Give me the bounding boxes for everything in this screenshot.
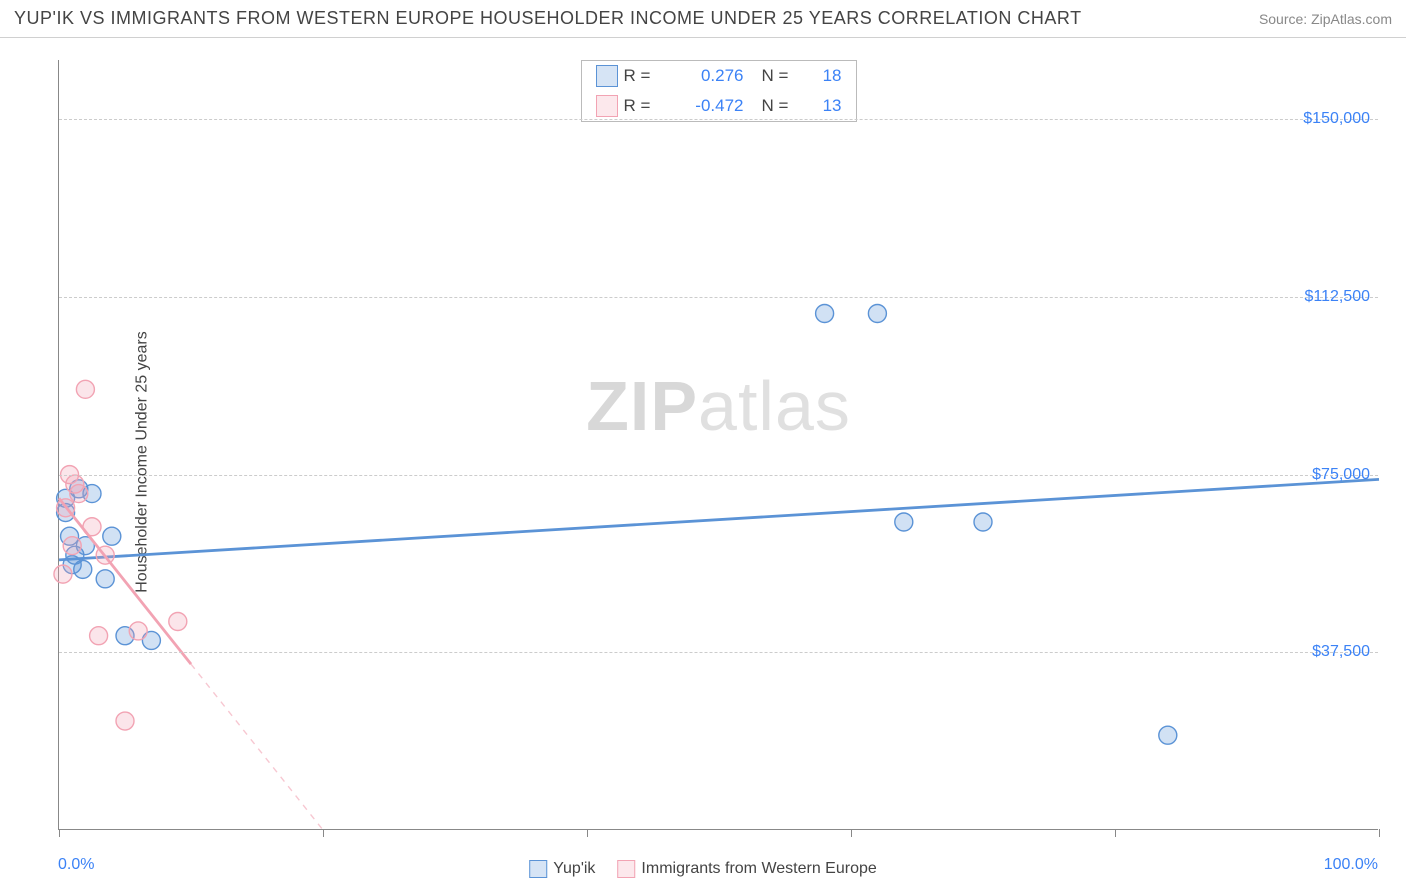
x-tick bbox=[587, 829, 588, 837]
legend-item: Immigrants from Western Europe bbox=[617, 860, 876, 878]
regression-line bbox=[59, 479, 1379, 560]
scatter-point bbox=[74, 560, 92, 578]
series-legend: Yup'ik Immigrants from Western Europe bbox=[529, 860, 877, 878]
scatter-point bbox=[63, 537, 81, 555]
legend-swatch bbox=[596, 65, 618, 87]
n-value: 18 bbox=[802, 66, 842, 86]
x-tick bbox=[323, 829, 324, 837]
scatter-point bbox=[1159, 726, 1177, 744]
scatter-point bbox=[129, 622, 147, 640]
y-tick-label: $37,500 bbox=[1312, 643, 1370, 661]
regression-line-dashed bbox=[191, 664, 323, 830]
n-value: 13 bbox=[802, 96, 842, 116]
r-label: R = bbox=[624, 96, 664, 116]
x-axis-max-label: 100.0% bbox=[1324, 856, 1378, 874]
r-label: R = bbox=[624, 66, 664, 86]
x-tick bbox=[1379, 829, 1380, 837]
legend-swatch bbox=[529, 860, 547, 878]
plot-region: ZIPatlas R =0.276N =18R =-0.472N =13 $37… bbox=[58, 60, 1378, 830]
x-tick bbox=[1115, 829, 1116, 837]
x-tick bbox=[851, 829, 852, 837]
scatter-svg bbox=[59, 60, 1379, 830]
r-value: -0.472 bbox=[664, 96, 744, 116]
stats-legend: R =0.276 N =18 R =-0.472 N =13 bbox=[581, 60, 857, 122]
chart-title: YUP'IK VS IMMIGRANTS FROM WESTERN EUROPE… bbox=[14, 8, 1082, 29]
gridline bbox=[59, 119, 1378, 120]
scatter-point bbox=[76, 380, 94, 398]
scatter-point bbox=[816, 305, 834, 323]
scatter-point bbox=[116, 712, 134, 730]
y-tick-label: $75,000 bbox=[1312, 466, 1370, 484]
gridline bbox=[59, 297, 1378, 298]
scatter-point bbox=[54, 565, 72, 583]
legend-swatch bbox=[596, 95, 618, 117]
scatter-point bbox=[169, 613, 187, 631]
gridline bbox=[59, 475, 1378, 476]
scatter-point bbox=[895, 513, 913, 531]
scatter-point bbox=[974, 513, 992, 531]
chart-header: YUP'IK VS IMMIGRANTS FROM WESTERN EUROPE… bbox=[0, 0, 1406, 38]
scatter-point bbox=[70, 485, 88, 503]
stats-legend-row: R =0.276 N =18 bbox=[582, 61, 856, 91]
chart-area: Householder Income Under 25 years ZIPatl… bbox=[0, 42, 1406, 882]
scatter-point bbox=[57, 499, 75, 517]
scatter-point bbox=[90, 627, 108, 645]
scatter-point bbox=[103, 527, 121, 545]
scatter-point bbox=[868, 305, 886, 323]
x-axis-min-label: 0.0% bbox=[58, 856, 94, 874]
y-tick-label: $150,000 bbox=[1303, 110, 1370, 128]
scatter-point bbox=[83, 518, 101, 536]
source-attribution: Source: ZipAtlas.com bbox=[1259, 11, 1392, 27]
legend-item: Yup'ik bbox=[529, 860, 595, 878]
y-tick-label: $112,500 bbox=[1304, 288, 1370, 306]
scatter-point bbox=[96, 546, 114, 564]
stats-legend-row: R =-0.472 N =13 bbox=[582, 91, 856, 121]
legend-swatch bbox=[617, 860, 635, 878]
x-tick bbox=[59, 829, 60, 837]
n-label: N = bbox=[762, 66, 802, 86]
n-label: N = bbox=[762, 96, 802, 116]
r-value: 0.276 bbox=[664, 66, 744, 86]
scatter-point bbox=[96, 570, 114, 588]
gridline bbox=[59, 652, 1378, 653]
